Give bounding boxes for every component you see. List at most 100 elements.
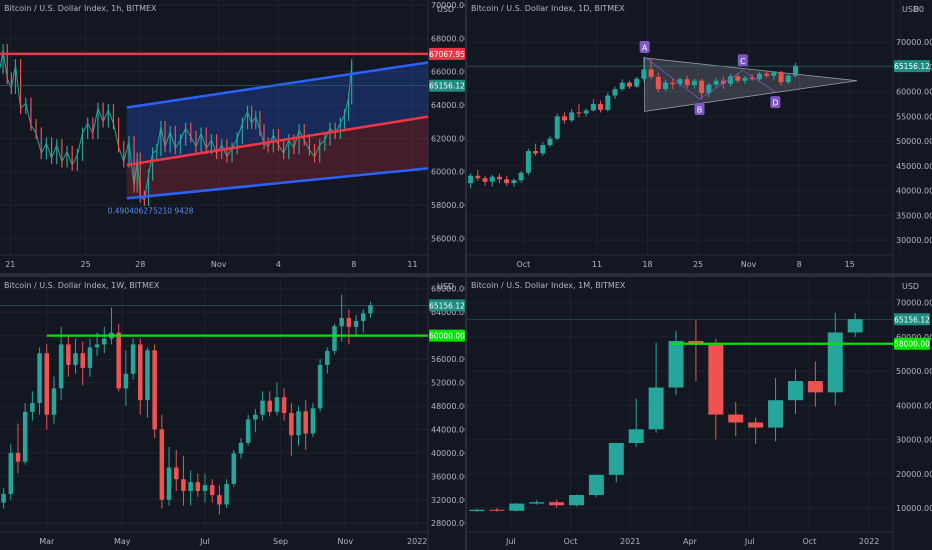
candle-body xyxy=(691,80,697,86)
time-tick-label: May xyxy=(114,537,131,546)
current-price-badge-bg xyxy=(894,60,930,73)
candle xyxy=(793,62,799,78)
candle-body xyxy=(267,400,272,412)
candle-body xyxy=(138,344,143,401)
channel-upper-fill xyxy=(126,62,428,165)
chart-svg: 68000.00 64000.00 60000.00 56000.00 52000.00… xyxy=(0,277,465,550)
candle xyxy=(44,344,50,430)
chart-pane-1d[interactable]: ABCD70000.0065000.0060000.0055000.005000… xyxy=(467,0,932,273)
time-tick-label: Jul xyxy=(744,537,755,546)
candle xyxy=(742,75,748,85)
price-tick-label: 56000.00 xyxy=(431,355,465,364)
time-tick-label: 2022 xyxy=(859,537,879,546)
candle xyxy=(130,338,136,380)
time-tick-label: 15 xyxy=(845,260,855,269)
candle xyxy=(778,70,784,86)
price-tick-label: 68000.00 xyxy=(431,34,465,43)
candle-body xyxy=(742,77,748,81)
candle xyxy=(353,315,359,337)
candle xyxy=(217,485,222,515)
candle xyxy=(713,77,719,89)
candle-body xyxy=(123,373,129,389)
candle xyxy=(8,444,14,500)
candle xyxy=(159,414,165,509)
candle-body xyxy=(353,320,359,327)
candle-body xyxy=(706,84,712,94)
candle-body xyxy=(713,80,719,85)
chart-pane-1h[interactable]: 0.490406275210 9428 70000.00 68000.00 66000… xyxy=(0,0,465,273)
candle-body xyxy=(339,318,344,327)
candle-body xyxy=(728,414,744,423)
pattern-point-marker: D xyxy=(770,96,781,109)
candle-body xyxy=(181,479,186,491)
candle xyxy=(670,78,676,90)
price-tick-label: 32000.00 xyxy=(431,496,465,505)
candle xyxy=(807,361,823,407)
candle xyxy=(51,376,57,424)
price-tick-label: 35000.00 xyxy=(896,211,932,220)
horizontal-divider[interactable] xyxy=(0,273,932,277)
candle-body xyxy=(368,305,373,314)
price-series xyxy=(1,294,373,515)
candle xyxy=(668,330,684,396)
candle xyxy=(540,142,546,156)
candle-body xyxy=(648,387,664,430)
chart-pane-1w[interactable]: 68000.00 64000.00 60000.00 56000.00 52000.00… xyxy=(0,277,465,550)
candle-body xyxy=(588,474,604,496)
candle xyxy=(496,173,502,184)
candle-body xyxy=(130,344,136,374)
candle-body xyxy=(663,82,669,90)
candle xyxy=(145,347,150,418)
candle-body xyxy=(80,353,85,368)
candle-body xyxy=(253,414,258,420)
candle xyxy=(787,369,803,414)
price-tick-label: 52000.00 xyxy=(431,379,465,388)
candle-body xyxy=(626,82,632,87)
price-line xyxy=(0,49,353,201)
candle xyxy=(688,320,704,382)
candle-body xyxy=(677,79,683,85)
candle xyxy=(554,113,560,141)
time-tick-label: 2021 xyxy=(620,537,640,546)
candle xyxy=(58,326,64,401)
price-tick-label: 60000.00 xyxy=(896,88,932,97)
candle xyxy=(325,347,330,374)
chart-pane-1m[interactable]: 70000.00 60000.00 50000.00 40000.00 30000.00… xyxy=(467,277,932,550)
candle xyxy=(303,400,308,450)
axes: 70000.00 60000.00 50000.00 40000.00 30000.00… xyxy=(505,282,932,546)
candle xyxy=(728,401,744,437)
candle-body xyxy=(648,69,654,77)
time-tick-label: Oct xyxy=(516,260,530,269)
candle xyxy=(847,312,863,337)
candle-body xyxy=(489,176,495,182)
candle-body xyxy=(310,408,316,434)
support-price-badge: 60000.00 xyxy=(429,332,465,341)
candle-body xyxy=(8,452,14,494)
candle-body xyxy=(468,175,474,184)
candle xyxy=(202,473,208,503)
candle xyxy=(749,74,755,81)
candle-body xyxy=(756,73,762,80)
candle xyxy=(1,488,6,509)
candle xyxy=(533,143,539,156)
candle-body xyxy=(145,350,150,401)
price-tick-label: 30000.00 xyxy=(896,436,932,445)
candle xyxy=(289,403,294,456)
candle xyxy=(728,73,734,87)
candle-body xyxy=(58,344,64,389)
candle xyxy=(188,470,193,506)
support-price-badge: 58000.00 xyxy=(894,340,930,349)
channel-middle-line xyxy=(126,115,429,167)
candle-body xyxy=(260,400,265,415)
candle-body xyxy=(598,103,604,110)
time-tick-label: Oct xyxy=(564,537,578,546)
candle-body xyxy=(749,77,755,80)
candle-body xyxy=(296,411,301,436)
candle xyxy=(37,347,42,415)
axes: 70000.00 68000.00 66000.00 64000.00 62000.00… xyxy=(5,1,465,269)
price-tick-label: 40000.00 xyxy=(431,449,465,458)
candle xyxy=(238,438,244,459)
candle xyxy=(568,494,584,507)
candle xyxy=(267,391,272,417)
candle xyxy=(339,294,344,342)
